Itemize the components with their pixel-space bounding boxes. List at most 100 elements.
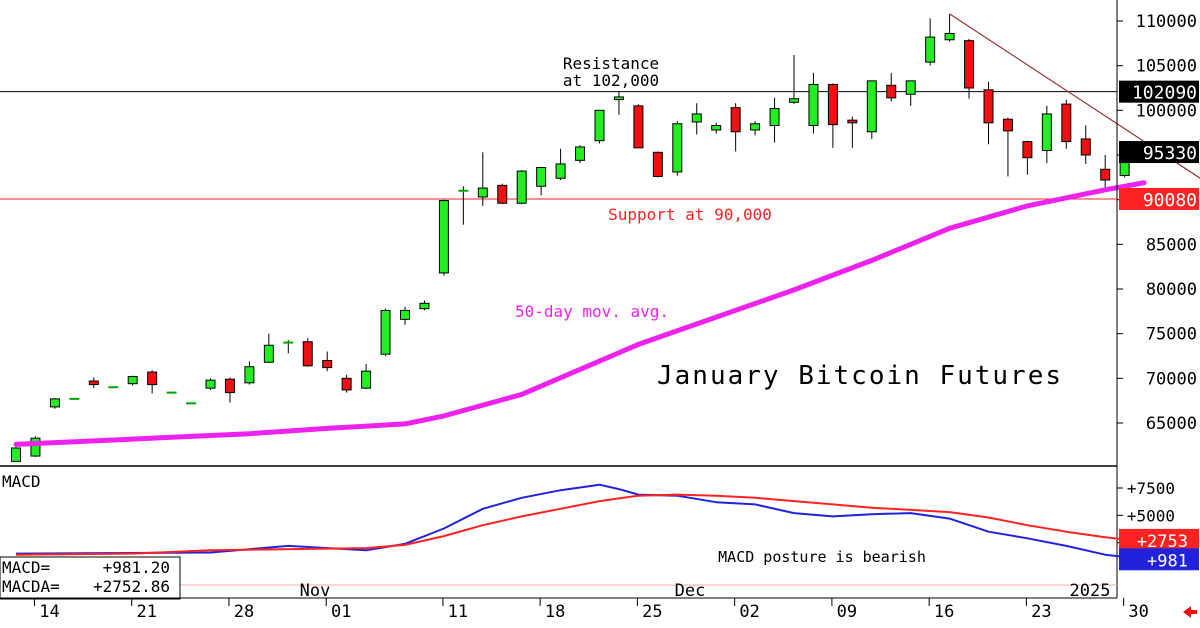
candle-body [205,379,216,389]
candle [769,97,780,143]
resistance-annotation-line2: at 102,000 [563,71,659,90]
macd-readout-label: MACD= [2,558,50,577]
candle [886,72,897,102]
candle [497,183,508,205]
candle [691,103,702,135]
candle [341,374,352,393]
candle [575,145,586,164]
candle-body [361,370,372,389]
scroll-left-icon [1183,606,1197,618]
candle [536,167,547,196]
month-label: Nov [300,581,331,601]
candle [477,152,488,206]
candle-body [750,123,761,131]
candle-body [964,40,975,89]
price-candles [11,13,1130,463]
price-tick-label: 105000 [1136,57,1197,77]
candle-body [49,398,60,408]
candle [555,148,566,181]
candle [613,91,624,115]
date-tick-label: 30 [1128,602,1148,622]
candle-body [594,109,605,142]
candle-body [380,309,391,355]
candle [944,13,955,42]
candle [224,377,235,403]
candle [1022,140,1033,175]
resistance-price-tag-box [1119,80,1199,103]
resistance-price-tag: 102090 [1132,83,1197,104]
price-tick-label: 75000 [1146,325,1197,345]
candle-body [88,380,99,386]
date-tick-label: 14 [39,602,59,622]
candle [283,339,294,354]
candle-body [691,113,702,123]
candle-body [633,105,644,149]
candle [361,364,372,390]
resistance-annotation-line1: Resistance [563,54,659,73]
candle [322,351,333,372]
candle [1002,117,1013,177]
candle [789,54,799,105]
macd-series-macda [15,493,1145,556]
macd-readout-value: +2752.86 [93,577,170,596]
price-tick-label: 65000 [1146,414,1197,434]
price-tick-label: 70000 [1146,369,1197,389]
date-tick-label: 02 [739,602,759,622]
candle [380,308,391,356]
candle-body [302,341,313,367]
macd-tick-label: +7500 [1127,479,1175,498]
candle-body [419,302,430,310]
candle [866,80,877,139]
candle [847,116,858,148]
date-tick-label: 01 [331,602,351,622]
candle [1041,105,1052,164]
candle [127,375,138,386]
support-price-tag-box [1119,187,1199,210]
macd-readout-box [0,556,181,600]
candle-body [147,371,158,386]
candle-body [613,96,624,101]
candle-body [652,151,663,177]
date-tick-label: 18 [545,602,565,622]
candle [88,377,99,389]
candle-body [769,108,780,127]
candle [594,109,605,144]
price-tick-label: 100000 [1136,101,1197,121]
candle [205,378,216,390]
candle-body [1100,168,1111,181]
moving-average-label: 50-day mov. avg. [515,302,669,321]
candle-body [477,187,488,198]
candle-body [536,167,547,187]
candle-body [1061,103,1072,143]
candle [983,81,994,145]
current-price-tag: 95330 [1143,143,1197,164]
candle [49,397,60,409]
candle [1100,155,1111,189]
candle-body [847,119,858,124]
candle-body [1041,113,1052,152]
candle [302,338,313,367]
date-axis: 14212801111825020916233002NovDec2025 [0,581,1197,622]
candle-body [497,184,508,204]
month-label: 2025 [1070,581,1111,601]
support-annotation: Support at 90,000 [608,205,772,224]
candle [516,170,527,205]
candle-body [827,83,838,126]
candle-body [322,359,333,369]
candle-body [886,84,897,99]
candle [108,386,119,389]
macd-series-macd [15,483,1145,561]
date-tick-label: 16 [934,602,954,622]
candle-body [808,83,819,127]
price-tick-label: 110000 [1136,12,1197,32]
candle-body [1002,118,1013,132]
candle [438,199,449,276]
current-price-tag-box [1119,141,1199,164]
date-tick-label: 23 [1031,602,1051,622]
macd-readout-label: MACDA= [2,577,60,596]
candle-body [263,344,274,363]
candle-body [341,377,352,391]
candle-body [730,107,741,133]
candle [633,104,644,149]
